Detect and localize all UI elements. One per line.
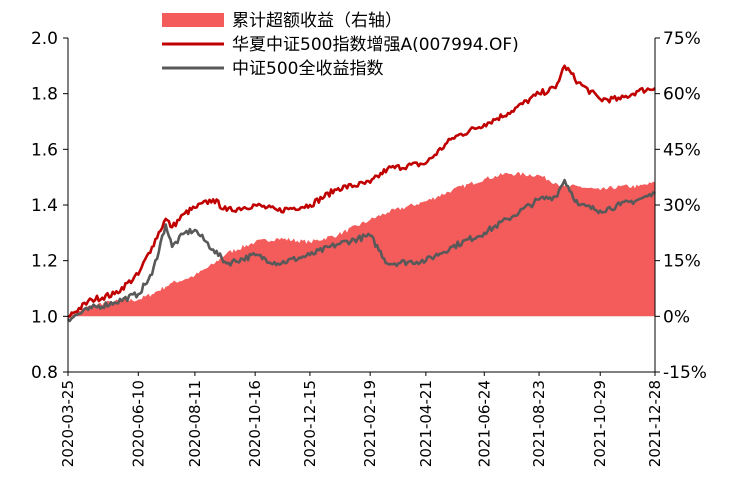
x-tick-label: 2021-04-21 — [417, 380, 435, 467]
axis-layer: 0.8 1.0 1.2 1.4 1.6 1.8 2.0 -15% 0% 15% 30% 45% 60% 7… — [31, 29, 707, 467]
legend-label: 华夏中证500指数增强A(007994.OF) — [232, 35, 519, 55]
x-tick-label: 2021-08-23 — [530, 380, 548, 467]
legend-label: 中证500全收益指数 — [232, 59, 383, 79]
left-tick-label: 1.6 — [31, 140, 58, 160]
left-tick-label: 0.8 — [31, 363, 58, 383]
right-tick-label: 60% — [663, 85, 701, 105]
x-tick-label: 2021-02-19 — [361, 380, 379, 467]
x-tick-label: 2021-06-24 — [475, 380, 493, 467]
left-tick-label: 1.2 — [31, 252, 58, 272]
left-tick-label: 2.0 — [31, 29, 58, 49]
left-tick-label: 1.8 — [31, 85, 58, 105]
left-tick-label: 1.4 — [31, 196, 58, 216]
legend: 累计超额收益（右轴） 华夏中证500指数增强A(007994.OF) 中证500全收… — [162, 11, 519, 79]
x-tick-label: 2020-10-16 — [246, 380, 264, 467]
series-layer — [67, 64, 656, 323]
right-tick-label: 15% — [663, 252, 701, 272]
right-tick-label: 30% — [663, 196, 701, 216]
right-tick-label: -15% — [663, 363, 707, 383]
x-tick-label: 2020-03-25 — [59, 380, 77, 467]
series-area-excess-return — [68, 172, 655, 318]
x-tick-label: 2021-10-29 — [591, 380, 609, 467]
series-line-fund — [67, 64, 656, 318]
right-tick-label: 0% — [663, 307, 690, 327]
x-tick-label: 2020-12-15 — [301, 380, 319, 467]
x-tick-label: 2020-06-10 — [129, 380, 147, 467]
left-tick-label: 1.0 — [31, 307, 58, 327]
right-tick-label: 75% — [663, 29, 701, 49]
x-tick-label: 2021-12-28 — [646, 380, 664, 467]
legend-swatch-area — [162, 13, 224, 27]
x-tick-label: 2020-08-11 — [186, 380, 204, 467]
right-tick-label: 45% — [663, 140, 701, 160]
legend-label: 累计超额收益（右轴） — [232, 11, 402, 31]
series-line-index — [67, 178, 656, 323]
